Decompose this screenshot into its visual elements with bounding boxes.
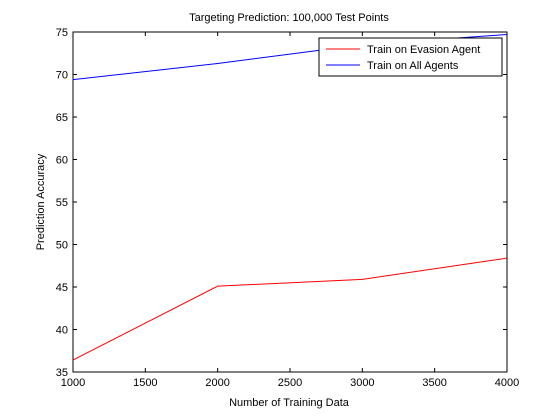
plot-area <box>72 31 508 373</box>
chart-title: Targeting Prediction: 100,000 Test Point… <box>189 12 389 24</box>
x-ticks: 1000 1500 2000 2500 3000 3500 4000 <box>61 32 519 389</box>
y-tick-label: 65 <box>56 112 68 124</box>
y-tick-label: 50 <box>56 240 68 252</box>
y-axis-title: Prediction Accuracy <box>35 153 47 250</box>
x-tick-label: 4000 <box>495 377 519 389</box>
legend-label-evasion: Train on Evasion Agent <box>367 44 480 56</box>
y-tick-label: 70 <box>56 70 68 82</box>
y-tick-label: 75 <box>56 27 68 39</box>
y-tick-label: 55 <box>56 197 68 209</box>
y-tick-label: 60 <box>56 155 68 167</box>
x-tick-label: 1000 <box>61 377 85 389</box>
y-ticks: 35 40 45 50 55 60 65 70 75 <box>56 27 507 379</box>
x-tick-label: 3500 <box>422 377 446 389</box>
x-tick-label: 1500 <box>133 377 157 389</box>
x-tick-label: 2000 <box>205 377 229 389</box>
legend-label-all-agents: Train on All Agents <box>367 60 459 72</box>
legend: Train on Evasion Agent Train on All Agen… <box>318 37 503 77</box>
y-tick-label: 40 <box>56 325 68 337</box>
legend-box <box>318 37 503 77</box>
x-tick-label: 3000 <box>350 377 374 389</box>
y-tick-label: 35 <box>56 367 68 379</box>
y-tick-label: 45 <box>56 282 68 294</box>
x-axis-title: Number of Training Data <box>229 397 350 409</box>
series-line-evasion-agent <box>72 257 508 361</box>
x-tick-label: 2500 <box>278 377 302 389</box>
